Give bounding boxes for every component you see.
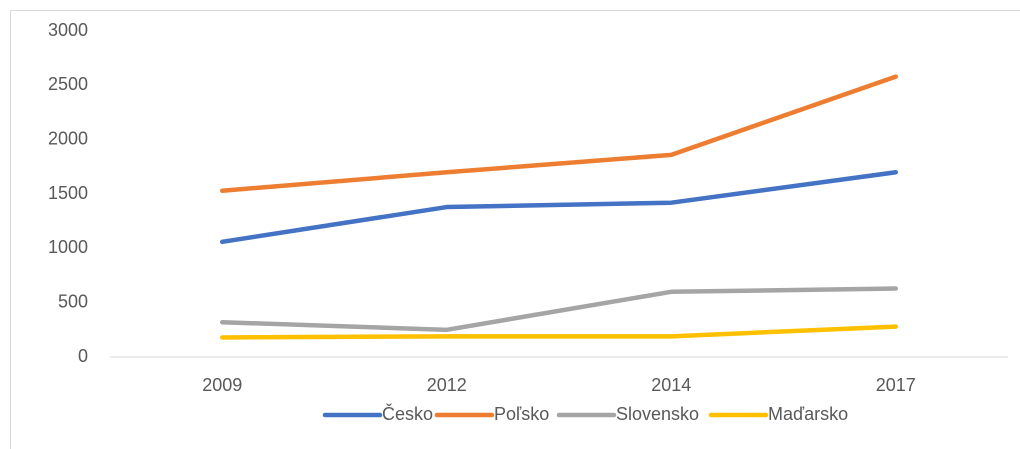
legend-label: Maďarsko bbox=[768, 404, 848, 424]
x-tick-label: 2012 bbox=[427, 375, 467, 395]
series-line bbox=[220, 170, 898, 245]
chart-border bbox=[10, 10, 1020, 449]
y-tick-label: 2500 bbox=[48, 74, 88, 94]
y-tick-label: 1000 bbox=[48, 237, 88, 257]
x-tick-label: 2017 bbox=[876, 375, 916, 395]
legend-label: Slovensko bbox=[616, 404, 699, 424]
series-line bbox=[220, 74, 898, 193]
y-tick-label: 2000 bbox=[48, 128, 88, 148]
legend-label: Poľsko bbox=[494, 404, 549, 424]
y-tick-label: 3000 bbox=[48, 20, 88, 40]
y-tick-label: 1500 bbox=[48, 183, 88, 203]
y-tick-label: 500 bbox=[58, 291, 88, 311]
series-line bbox=[220, 286, 898, 333]
y-tick-label: 0 bbox=[78, 346, 88, 366]
legend-label: Česko bbox=[382, 403, 433, 424]
x-tick-label: 2014 bbox=[651, 375, 691, 395]
series-line bbox=[220, 324, 898, 340]
x-tick-label: 2009 bbox=[202, 375, 242, 395]
